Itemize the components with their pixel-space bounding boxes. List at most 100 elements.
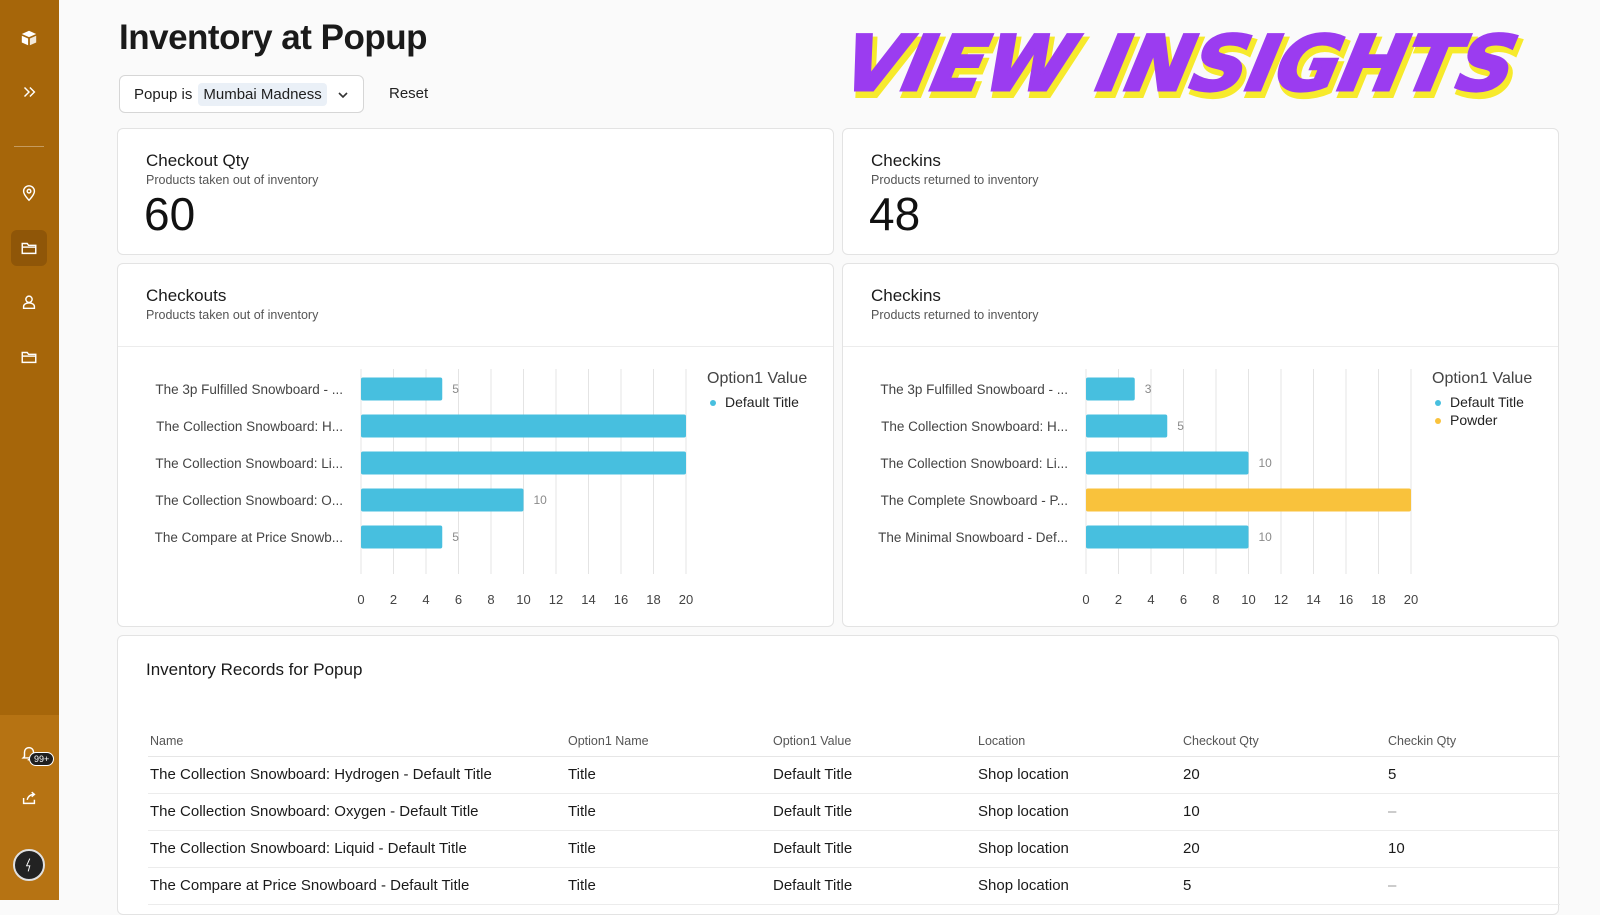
x-tick-label: 12 bbox=[549, 592, 563, 607]
sidebar-divider bbox=[14, 146, 44, 147]
checkins-bar-chart: 0 2 4 6 8 10 12 14 16 18 20 The 3p Fulfilled Snowbo… bbox=[878, 369, 1532, 607]
x-tick-label: 8 bbox=[1212, 592, 1219, 607]
bar[interactable] bbox=[361, 451, 686, 475]
table-title: Inventory Records for Popup bbox=[146, 660, 363, 679]
table-header-row: Name Option1 Name Option1 Value Location… bbox=[148, 726, 1560, 757]
sidebar: 99+ bbox=[0, 0, 59, 900]
cell-checkin-qty: 5 bbox=[1386, 756, 1560, 794]
view-insights-banner: VIEW INSIGHTS VIEW INSIGHTS bbox=[849, 28, 1530, 108]
bar[interactable] bbox=[361, 414, 686, 438]
bar[interactable] bbox=[1086, 451, 1249, 475]
inventory-records-card: Inventory Records for Popup Name Option1… bbox=[117, 635, 1560, 915]
folder-icon[interactable] bbox=[11, 339, 47, 375]
x-tick-label: 20 bbox=[679, 592, 693, 607]
avatar[interactable] bbox=[13, 849, 45, 881]
category-label: The Collection Snowboard: Li... bbox=[880, 456, 1068, 471]
x-tick-label: 6 bbox=[1180, 592, 1187, 607]
x-tick-label: 2 bbox=[1115, 592, 1122, 607]
x-tick-label: 4 bbox=[422, 592, 429, 607]
cell-location: Shop location bbox=[976, 830, 1181, 868]
category-label: The Complete Snowboard - P... bbox=[881, 493, 1068, 508]
table-row[interactable]: The Collection Snowboard: Oxygen - Defau… bbox=[148, 793, 1560, 831]
data-label: 10 bbox=[1259, 530, 1273, 544]
column-header[interactable]: Checkout Qty bbox=[1181, 726, 1386, 757]
column-header[interactable]: Location bbox=[976, 726, 1181, 757]
cell-option1-value: Default Title bbox=[771, 756, 976, 794]
inventory-table: Name Option1 Name Option1 Value Location… bbox=[148, 726, 1560, 905]
table-row[interactable]: The Collection Snowboard: Hydrogen - Def… bbox=[148, 756, 1560, 794]
kpi-card-checkins: Checkins Products returned to inventory … bbox=[842, 128, 1559, 255]
chart-subtitle: Products taken out of inventory bbox=[146, 308, 319, 322]
cell-checkin-qty: – bbox=[1386, 867, 1560, 905]
cell-checkout-qty: 20 bbox=[1181, 756, 1386, 794]
legend-item: Default Title bbox=[1450, 394, 1524, 410]
table-row[interactable]: The Collection Snowboard: Liquid - Defau… bbox=[148, 830, 1560, 868]
category-label: The Minimal Snowboard - Def... bbox=[878, 530, 1068, 545]
popup-filter-dropdown[interactable]: Popup is Mumbai Madness bbox=[119, 75, 364, 113]
expand-icon[interactable] bbox=[11, 74, 47, 110]
data-label: 5 bbox=[1177, 419, 1184, 433]
bar[interactable] bbox=[1086, 377, 1135, 401]
x-tick-label: 14 bbox=[581, 592, 595, 607]
legend-item: Powder bbox=[1450, 412, 1498, 428]
cell-option1-value: Default Title bbox=[771, 830, 976, 868]
cell-location: Shop location bbox=[976, 867, 1181, 905]
legend-marker bbox=[1435, 418, 1441, 424]
filter-value-chip: Mumbai Madness bbox=[198, 82, 327, 106]
notification-badge: 99+ bbox=[29, 752, 55, 766]
legend-marker bbox=[1435, 400, 1441, 406]
cell-location: Shop location bbox=[976, 756, 1181, 794]
legend-item: Default Title bbox=[725, 394, 799, 410]
chart-subtitle: Products returned to inventory bbox=[871, 308, 1039, 322]
bar[interactable] bbox=[361, 488, 524, 512]
data-label: 5 bbox=[452, 382, 459, 396]
column-header[interactable]: Checkin Qty bbox=[1386, 726, 1560, 757]
x-tick-label: 8 bbox=[487, 592, 494, 607]
cell-checkout-qty: 20 bbox=[1181, 830, 1386, 868]
bar[interactable] bbox=[361, 377, 443, 401]
kpi-subtitle: Products taken out of inventory bbox=[146, 173, 319, 187]
x-tick-label: 4 bbox=[1147, 592, 1154, 607]
location-pin-icon[interactable] bbox=[11, 175, 47, 211]
x-tick-label: 12 bbox=[1274, 592, 1288, 607]
cell-option1-name: Title bbox=[566, 830, 771, 868]
cell-option1-name: Title bbox=[566, 793, 771, 831]
x-tick-label: 20 bbox=[1404, 592, 1418, 607]
table-row[interactable]: The Compare at Price Snowboard - Default… bbox=[148, 867, 1560, 905]
filter-prefix: Popup is bbox=[134, 85, 193, 103]
x-tick-label: 6 bbox=[455, 592, 462, 607]
column-header[interactable]: Name bbox=[148, 726, 566, 757]
data-label: 5 bbox=[452, 530, 459, 544]
bar[interactable] bbox=[361, 525, 443, 549]
cell-checkin-qty: – bbox=[1386, 793, 1560, 831]
bar[interactable] bbox=[1086, 488, 1411, 512]
logo-icon[interactable] bbox=[11, 20, 47, 56]
chart-title: Checkouts bbox=[146, 286, 227, 305]
category-label: The Collection Snowboard: H... bbox=[881, 419, 1068, 434]
reset-button[interactable]: Reset bbox=[389, 85, 429, 102]
cell-checkin-qty: 10 bbox=[1386, 830, 1560, 868]
cell-name: The Collection Snowboard: Oxygen - Defau… bbox=[148, 793, 566, 831]
cell-checkout-qty: 5 bbox=[1181, 867, 1386, 905]
kpi-title: Checkout Qty bbox=[146, 151, 249, 170]
kpi-title: Checkins bbox=[871, 151, 941, 170]
category-label: The 3p Fulfilled Snowboard - ... bbox=[880, 382, 1068, 397]
kpi-subtitle: Products returned to inventory bbox=[871, 173, 1039, 187]
main-content: Inventory at Popup Popup is Mumbai Madne… bbox=[59, 0, 1600, 915]
folder-icon[interactable] bbox=[11, 230, 47, 266]
kpi-value: 60 bbox=[144, 188, 196, 240]
share-icon[interactable] bbox=[11, 780, 47, 816]
category-label: The Collection Snowboard: O... bbox=[155, 493, 343, 508]
cell-name: The Collection Snowboard: Liquid - Defau… bbox=[148, 830, 566, 868]
x-tick-label: 16 bbox=[614, 592, 628, 607]
column-header[interactable]: Option1 Value bbox=[771, 726, 976, 757]
user-icon[interactable] bbox=[11, 284, 47, 320]
kpi-value: 48 bbox=[869, 188, 921, 240]
chevron-down-icon bbox=[337, 88, 349, 100]
category-label: The Compare at Price Snowb... bbox=[155, 530, 343, 545]
bar[interactable] bbox=[1086, 414, 1168, 438]
category-label: The Collection Snowboard: H... bbox=[156, 419, 343, 434]
cell-location: Shop location bbox=[976, 793, 1181, 831]
bar[interactable] bbox=[1086, 525, 1249, 549]
column-header[interactable]: Option1 Name bbox=[566, 726, 771, 757]
